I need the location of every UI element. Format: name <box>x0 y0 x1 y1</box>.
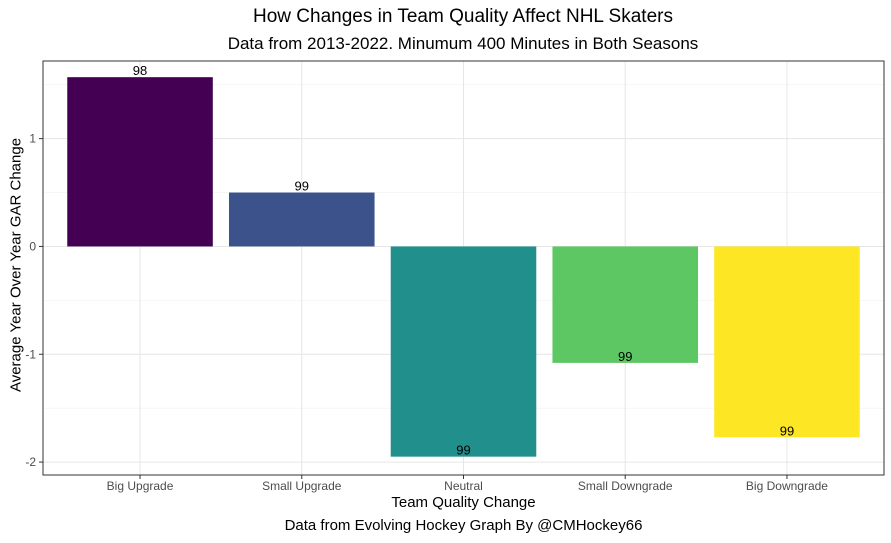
chart-title: How Changes in Team Quality Affect NHL S… <box>253 6 673 27</box>
bar-small-downgrade <box>552 246 699 363</box>
y-axis-title: Average Year Over Year GAR Change <box>7 137 25 393</box>
bar-big-upgrade <box>67 77 213 247</box>
x-tick-label: Small Upgrade <box>262 479 342 493</box>
x-tick-label: Big Downgrade <box>746 479 828 493</box>
y-tick-label: 1 <box>29 132 36 146</box>
bar-data-label: 99 <box>295 179 309 194</box>
x-axis-title: Team Quality Change <box>391 494 536 511</box>
x-tick-label: Small Downgrade <box>578 479 673 493</box>
x-tick-label: Neutral <box>444 479 483 493</box>
bar-data-label: 98 <box>133 63 147 78</box>
bar-big-downgrade <box>714 246 860 438</box>
y-tick-label: 0 <box>29 239 36 253</box>
bar-small-upgrade <box>228 192 375 247</box>
chart-caption: Data from Evolving Hockey Graph By @CMHo… <box>284 517 643 534</box>
y-tick-label: -1 <box>25 347 36 361</box>
x-axis: Big Upgrade Small Upgrade Neutral Small Dow… <box>107 475 828 493</box>
bars <box>67 77 860 457</box>
chart-subtitle: Data from 2013-2022. Minumum 400 Minutes… <box>227 34 699 53</box>
bar-data-label: 99 <box>618 349 632 364</box>
bar-data-label: 99 <box>456 443 470 458</box>
bar-value-labels: 98 99 99 99 99 <box>133 63 794 458</box>
y-axis: 1 0 -1 -2 <box>25 132 43 469</box>
bar-neutral <box>390 246 537 457</box>
y-tick-label: -2 <box>25 455 36 469</box>
bar-data-label: 99 <box>780 423 794 438</box>
x-tick-label: Big Upgrade <box>107 479 174 493</box>
